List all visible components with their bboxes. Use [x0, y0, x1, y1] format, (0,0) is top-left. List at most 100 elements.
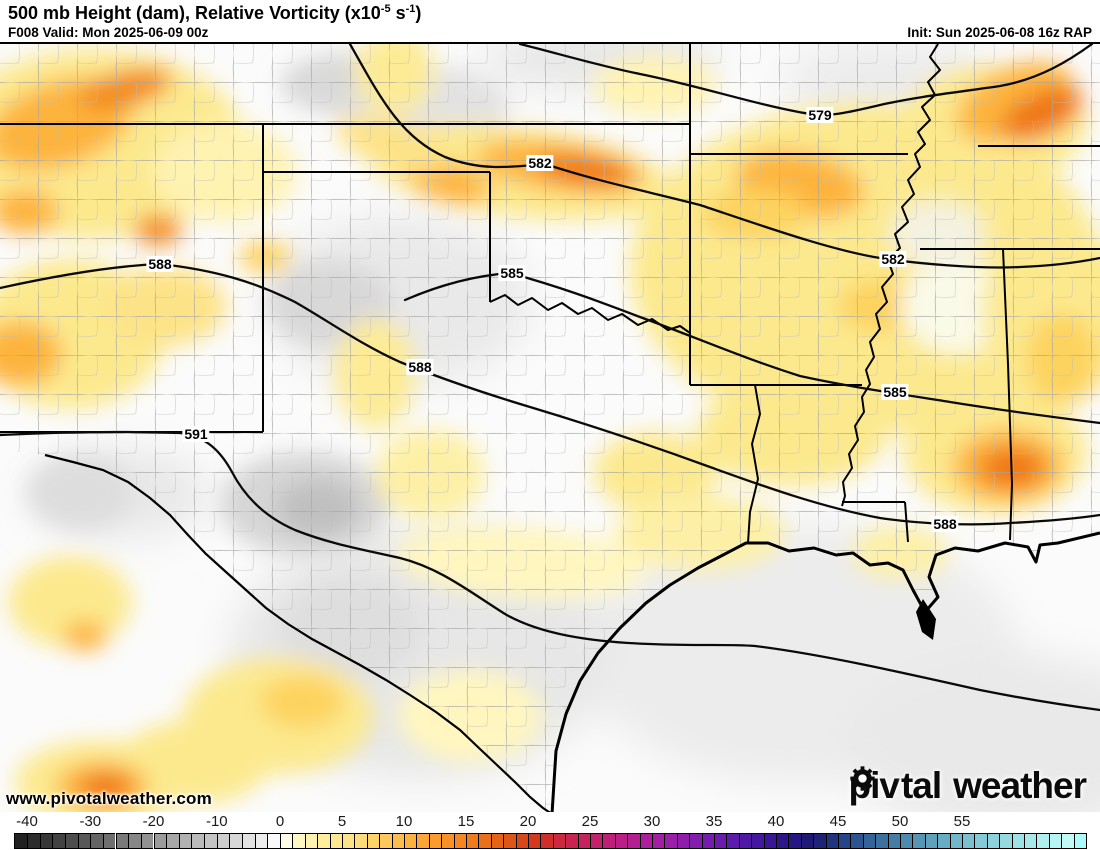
contour-label-582: 582	[879, 251, 907, 267]
colorbar-cell	[850, 833, 863, 849]
colorbar-cell	[329, 833, 342, 849]
colorbar-tick-label: 45	[829, 813, 847, 830]
colorbar-cell	[490, 833, 504, 849]
colorbar-cell	[800, 833, 814, 849]
colorbar-cell	[776, 833, 789, 849]
colorbar-cell	[204, 833, 217, 849]
colorbar-cell	[999, 833, 1012, 849]
colorbar-cell	[267, 833, 280, 849]
colorbar-cell	[317, 833, 330, 849]
border-mississippi-river	[841, 44, 941, 507]
colorbar-cell	[428, 833, 442, 849]
colorbar-tick-label: -20	[142, 813, 165, 830]
colorbar-cell	[1024, 833, 1037, 849]
header: 500 mb Height (dam), Relative Vorticity …	[0, 0, 1100, 42]
colorbar-cell	[166, 833, 179, 849]
watermark: www.pivotalweather.com	[6, 789, 212, 808]
colorbar-cell	[540, 833, 553, 849]
colorbar-tick-label: 10	[395, 813, 413, 830]
colorbar-cell	[1048, 833, 1062, 849]
contour-label-588: 588	[931, 516, 959, 532]
colorbar-cell	[602, 833, 615, 849]
colorbar-cell	[652, 833, 665, 849]
colorbar-cell	[974, 833, 987, 849]
colorbar-cell	[77, 833, 91, 849]
colorbar	[0, 833, 1100, 849]
colorbar-cell	[701, 833, 714, 849]
colorbar-cell	[140, 833, 154, 849]
colorbar-cell	[676, 833, 690, 849]
colorbar-cell	[1073, 833, 1087, 849]
contour-591	[0, 430, 1100, 712]
colorbar-cell	[565, 833, 578, 849]
rio-grande-river	[44, 453, 553, 814]
colorbar-tick-label: 20	[519, 813, 537, 830]
page-title: 500 mb Height (dam), Relative Vorticity …	[8, 3, 422, 23]
colorbar-cell	[862, 833, 876, 849]
colorbar-cell	[14, 833, 27, 849]
colorbar-tick-label: 15	[457, 813, 475, 830]
colorbar-cell	[453, 833, 466, 849]
colorbar-cell	[441, 833, 454, 849]
colorbar-cell	[366, 833, 380, 849]
logo-word-weather: weather	[953, 765, 1087, 806]
colorbar-cell	[949, 833, 962, 849]
colorbar-cell	[962, 833, 975, 849]
colorbar-cell	[689, 833, 702, 849]
colorbar-cell	[838, 833, 851, 849]
colorbar-cell	[577, 833, 590, 849]
colorbar-cell	[664, 833, 677, 849]
title-superscript-exp: -5	[380, 3, 391, 15]
map-area: 579 582 582 585 585 588 588 588 591 www.pivotalw…	[0, 42, 1100, 814]
colorbar-cell	[391, 833, 404, 849]
colorbar-cell	[738, 833, 752, 849]
border-ms-al	[1002, 248, 1013, 541]
colorbar-tick-label: 25	[581, 813, 599, 830]
colorbar-tick-label: 0	[275, 813, 285, 830]
colorbar-tick-label: 30	[643, 813, 661, 830]
pivotal-weather-logo: piv tal weather	[849, 765, 1087, 807]
colorbar-tick-label: -10	[205, 813, 228, 830]
colorbar-cell	[102, 833, 116, 849]
colorbar-cell	[216, 833, 230, 849]
contour-582	[348, 44, 1100, 269]
colorbar-cell	[813, 833, 826, 849]
colorbar-cell	[115, 833, 129, 849]
colorbar-cell	[590, 833, 603, 849]
colorbar-cell	[128, 833, 141, 849]
colorbar-tick-label: -40	[16, 813, 38, 830]
colorbar-cell	[751, 833, 764, 849]
colorbar-cell	[379, 833, 392, 849]
mississippi-delta	[916, 599, 936, 640]
colorbar-tick-label: 55	[953, 813, 971, 830]
colorbar-cell	[404, 833, 417, 849]
colorbar-cell	[788, 833, 801, 849]
contour-label-591: 591	[182, 426, 210, 442]
contour-label-582: 582	[526, 155, 554, 171]
colorbar-cell	[280, 833, 293, 849]
model-init-label: Init: Sun 2025-06-08 16z RAP	[907, 25, 1092, 40]
colorbar-tick-label: 5	[337, 813, 347, 830]
colorbar-cell	[714, 833, 727, 849]
colorbar-cell	[354, 833, 367, 849]
contour-label-585: 585	[881, 384, 909, 400]
colorbar-cell	[639, 833, 652, 849]
colorbar-cell	[552, 833, 566, 849]
colorbar-cell	[52, 833, 65, 849]
colorbar-cell	[528, 833, 541, 849]
colorbar-cell	[875, 833, 888, 849]
colorbar-tick-label: 40	[767, 813, 785, 830]
colorbar-cell	[39, 833, 53, 849]
colorbar-cell	[1011, 833, 1024, 849]
colorbar-cell	[924, 833, 938, 849]
colorbar-cell	[254, 833, 268, 849]
colorbar-tick-label: -30	[79, 813, 102, 830]
colorbar-cell	[242, 833, 255, 849]
colorbar-cell	[1061, 833, 1074, 849]
logo-word-tal: tal	[900, 765, 942, 806]
colorbar-cell	[503, 833, 516, 849]
colorbar-cell	[1036, 833, 1049, 849]
colorbar-cell	[90, 833, 103, 849]
colorbar-tick-row: -40 -30 -20 -10 0 5 10 15 20 25 30 35 40 45 50 55	[0, 812, 1100, 832]
